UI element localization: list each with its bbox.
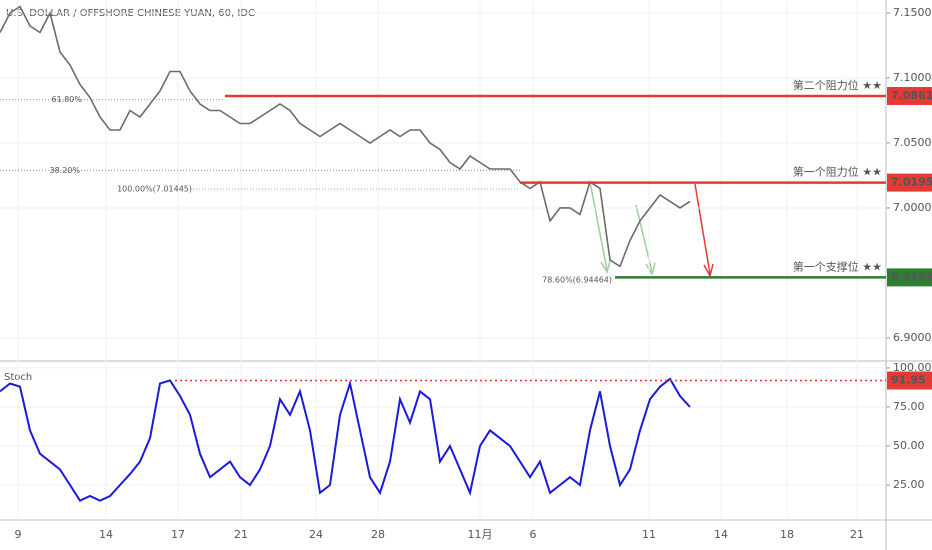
x-tick-label: 21 [234,528,248,541]
series-line [0,5,691,268]
level-price-box [887,371,932,390]
fib-label: 61.80% [51,95,82,104]
series-line [0,377,691,502]
x-tick-label: 18 [780,528,794,541]
arrow-head [600,260,611,274]
y-tick-label: 7.00000 [893,201,932,214]
level-price-label: 91.95 [891,374,926,387]
level-label: 第一个阻力位 ★★ [793,165,882,179]
x-tick-label: 28 [371,528,385,541]
level-label: 第一个支撑位 ★★ [793,259,882,273]
level-label: 第二个阻力位 ★★ [793,78,882,92]
arrow [589,181,608,271]
fib-label: 100.00%(7.01445) [117,185,192,194]
arrow-head [645,262,656,276]
x-tick-label: 14 [99,528,113,541]
y-tick-label: 7.05000 [893,136,932,149]
x-tick-label: 11月 [468,528,493,541]
y-tick-label: 6.90000 [893,331,932,344]
level-price-box [887,87,932,106]
level-price-label: 7.08612 [891,89,932,102]
y-tick-label: 25.00 [893,478,925,491]
level-price-label: 7.01950 [891,176,932,189]
y-tick-label: 7.10000 [893,71,932,84]
y-tick-label: 50.00 [893,439,925,452]
y-tick-label: 7.15000 [893,6,932,19]
x-tick-label: 11 [642,528,656,541]
x-tick-label: 14 [714,528,728,541]
fib-label: 78.60%(6.94464) [542,275,612,284]
level-price-box [887,268,932,287]
chart-title: U.S. DOLLAR / OFFSHORE CHINESE YUAN, 60,… [6,8,255,19]
arrow-head [703,263,714,279]
x-tick-label: 6 [530,528,537,541]
x-tick-label: 24 [309,528,323,541]
fib-label: 38.20% [49,166,80,175]
x-tick-label: 9 [15,528,22,541]
y-tick-label: 100.00 [893,361,932,374]
level-price-label: 6.94657 [891,270,932,283]
level-price-box [887,173,932,192]
x-tick-label: 17 [171,528,185,541]
x-tick-label: 21 [850,528,864,541]
y-tick-label: 75.00 [893,400,925,413]
arrow [694,183,711,275]
